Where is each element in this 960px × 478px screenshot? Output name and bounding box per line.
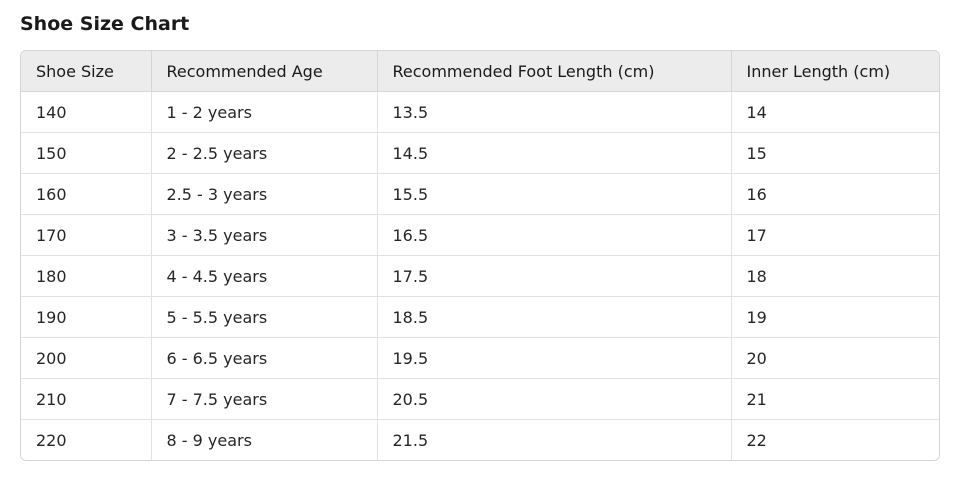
table-row: 190 5 - 5.5 years 18.5 19	[21, 296, 939, 338]
table-header: Shoe Size Recommended Age Recommended Fo…	[21, 51, 939, 92]
cell-recommended-age: 5 - 5.5 years	[150, 296, 377, 338]
cell-foot-length: 14.5	[376, 132, 731, 174]
header-recommended-age: Recommended Age	[150, 51, 377, 92]
cell-shoe-size: 150	[21, 132, 151, 174]
cell-foot-length: 13.5	[376, 91, 731, 133]
cell-shoe-size: 170	[21, 214, 151, 256]
cell-shoe-size: 190	[21, 296, 151, 338]
table-row: 180 4 - 4.5 years 17.5 18	[21, 255, 939, 297]
table-row: 160 2.5 - 3 years 15.5 16	[21, 173, 939, 215]
cell-shoe-size: 210	[21, 378, 151, 420]
cell-foot-length: 16.5	[376, 214, 731, 256]
header-recommended-foot-length: Recommended Foot Length (cm)	[376, 51, 731, 92]
cell-foot-length: 21.5	[376, 419, 731, 460]
cell-foot-length: 19.5	[376, 337, 731, 379]
cell-recommended-age: 3 - 3.5 years	[150, 214, 377, 256]
cell-inner-length: 14	[730, 91, 939, 133]
cell-inner-length: 20	[730, 337, 939, 379]
table-body: 140 1 - 2 years 13.5 14 150 2 - 2.5 year…	[21, 91, 939, 460]
shoe-size-table: Shoe Size Recommended Age Recommended Fo…	[21, 51, 939, 460]
cell-inner-length: 19	[730, 296, 939, 338]
table-row: 200 6 - 6.5 years 19.5 20	[21, 337, 939, 379]
table-row: 170 3 - 3.5 years 16.5 17	[21, 214, 939, 256]
cell-inner-length: 22	[730, 419, 939, 460]
cell-shoe-size: 180	[21, 255, 151, 297]
page-title: Shoe Size Chart	[20, 13, 190, 35]
cell-recommended-age: 8 - 9 years	[150, 419, 377, 460]
table-row: 140 1 - 2 years 13.5 14	[21, 91, 939, 133]
header-inner-length: Inner Length (cm)	[730, 51, 939, 92]
cell-foot-length: 17.5	[376, 255, 731, 297]
cell-recommended-age: 6 - 6.5 years	[150, 337, 377, 379]
table-row: 150 2 - 2.5 years 14.5 15	[21, 132, 939, 174]
header-row: Shoe Size Recommended Age Recommended Fo…	[21, 51, 939, 92]
cell-shoe-size: 220	[21, 419, 151, 460]
shoe-size-table-container: Shoe Size Recommended Age Recommended Fo…	[20, 50, 940, 461]
cell-shoe-size: 140	[36, 102, 67, 122]
cell-recommended-age: 7 - 7.5 years	[150, 378, 377, 420]
table-row: 220 8 - 9 years 21.5 22	[21, 419, 939, 460]
cell-foot-length: 15.5	[376, 173, 731, 215]
cell-inner-length: 16	[730, 173, 939, 215]
cell-recommended-age: 2.5 - 3 years	[150, 173, 377, 215]
table-row: 210 7 - 7.5 years 20.5 21	[21, 378, 939, 420]
cell-shoe-size: 200	[21, 337, 151, 379]
cell-recommended-age: 2 - 2.5 years	[150, 132, 377, 174]
cell-recommended-age: 4 - 4.5 years	[150, 255, 377, 297]
cell-foot-length: 18.5	[376, 296, 731, 338]
cell-foot-length: 20.5	[376, 378, 731, 420]
cell-recommended-age: 1 - 2 years	[150, 91, 377, 133]
cell-inner-length: 15	[730, 132, 939, 174]
header-shoe-size: Shoe Size	[21, 51, 151, 92]
cell-shoe-size: 160	[21, 173, 151, 215]
cell-inner-length: 21	[730, 378, 939, 420]
cell-inner-length: 17	[730, 214, 939, 256]
cell-inner-length: 18	[730, 255, 939, 297]
